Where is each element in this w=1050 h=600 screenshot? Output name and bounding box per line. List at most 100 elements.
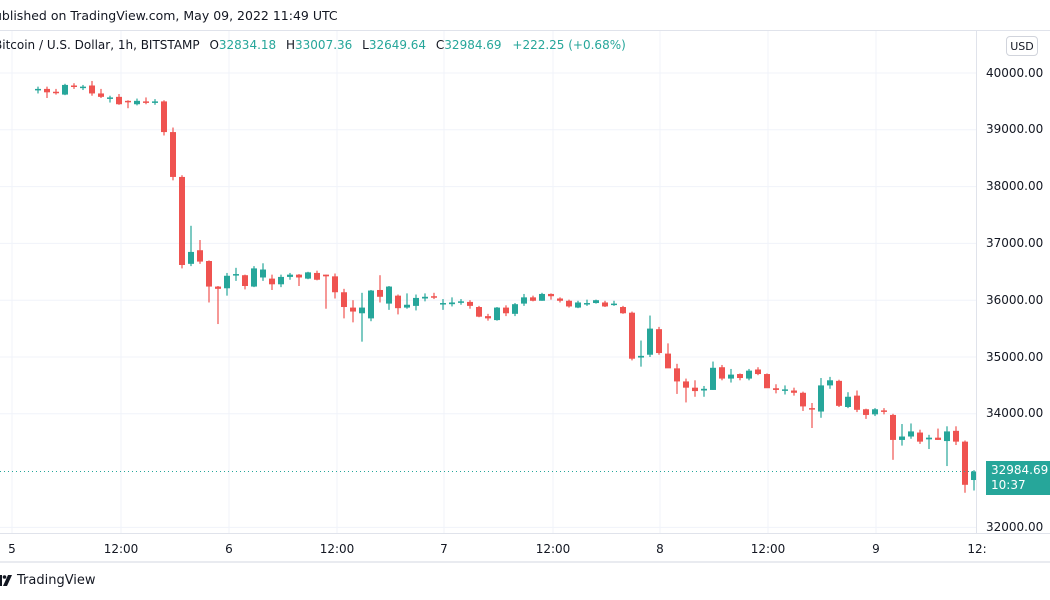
candle-body xyxy=(962,441,968,485)
candle-body xyxy=(296,274,302,278)
candle-body xyxy=(179,176,185,265)
candle-body xyxy=(674,368,680,382)
price-label: 36000.00 xyxy=(986,293,1044,307)
candle-body xyxy=(818,385,824,412)
candle-body xyxy=(809,408,815,410)
candle-body xyxy=(944,431,950,442)
open-label: O xyxy=(209,38,219,52)
bar-countdown: 10:37 xyxy=(991,478,1026,492)
candle-body xyxy=(728,374,734,379)
candle-body xyxy=(827,380,833,386)
price-axis[interactable]: 40000.00 39000.00 38000.00 37000.00 3600… xyxy=(977,31,1050,534)
candle-body xyxy=(458,301,464,303)
candle-body xyxy=(854,395,860,410)
candle-body xyxy=(755,369,761,375)
candle-body xyxy=(242,275,248,286)
candle-body xyxy=(233,274,239,276)
current-price-tag: 32984.69 10:37 xyxy=(986,461,1050,495)
symbol-description[interactable]: Bitcoin / U.S. Dollar, 1h, BITSTAMP xyxy=(0,38,200,52)
published-caption: ublished on TradingView.com, May 09, 202… xyxy=(0,8,338,23)
candle-body xyxy=(836,380,842,406)
candle-body xyxy=(53,91,59,94)
candle-body xyxy=(188,251,194,264)
time-label: 9 xyxy=(872,542,880,556)
candle-body xyxy=(305,272,311,279)
candle-body xyxy=(503,307,509,314)
tradingview-logo-icon xyxy=(0,574,12,586)
chart-plot-area[interactable] xyxy=(0,31,977,533)
brand-name: TradingView xyxy=(17,572,96,588)
candle-body xyxy=(170,132,176,177)
price-label: 34000.00 xyxy=(986,406,1044,420)
candle-body xyxy=(665,353,671,369)
candle-body xyxy=(440,303,446,305)
candle-body xyxy=(116,96,122,105)
candle-body xyxy=(71,85,77,87)
candle-body xyxy=(512,304,518,314)
high-value: 33007.36 xyxy=(295,38,353,52)
candle-body xyxy=(746,370,752,379)
currency-button[interactable]: USD xyxy=(1006,36,1038,56)
candle-body xyxy=(971,471,977,481)
candle-body xyxy=(368,290,374,319)
candle-body xyxy=(863,409,869,415)
candle-body xyxy=(791,390,797,393)
candle-body xyxy=(80,86,86,89)
candle-body xyxy=(620,307,626,314)
candle-body xyxy=(404,304,410,308)
candle-body xyxy=(143,101,149,103)
candle-body xyxy=(62,84,68,95)
candle-body xyxy=(710,367,716,390)
candle-body xyxy=(638,355,644,358)
candle-body xyxy=(215,286,221,289)
time-axis[interactable]: 5 12:00 6 12:00 7 12:00 8 12:00 9 12: xyxy=(0,533,1050,562)
candle-body xyxy=(764,374,770,389)
candle-body xyxy=(557,298,563,301)
candle-body xyxy=(899,436,905,440)
candle-body xyxy=(494,307,500,321)
time-label: 5 xyxy=(8,542,16,556)
candle-body xyxy=(647,328,653,355)
candle-body xyxy=(197,250,203,262)
tradingview-brand[interactable]: TradingView xyxy=(0,570,96,590)
candle-body xyxy=(629,312,635,359)
candle-body xyxy=(737,374,743,379)
price-label: 35000.00 xyxy=(986,350,1044,364)
price-label: 40000.00 xyxy=(986,66,1044,80)
candle-body xyxy=(386,286,392,304)
candle-body xyxy=(413,297,419,306)
candle-body xyxy=(269,278,275,285)
candle-body xyxy=(611,303,617,306)
candle-body xyxy=(134,100,140,105)
high-label: H xyxy=(286,38,296,52)
price-label: 39000.00 xyxy=(986,122,1044,136)
candle-body xyxy=(917,432,923,442)
change-value: +222.25 (+0.68%) xyxy=(512,38,626,52)
series-legend: Bitcoin / U.S. Dollar, 1h, BITSTAMP O328… xyxy=(0,31,626,59)
low-value: 32649.64 xyxy=(368,38,427,52)
time-label: 8 xyxy=(656,542,664,556)
candle-body xyxy=(251,268,257,287)
price-label: 38000.00 xyxy=(986,179,1044,193)
candle-body xyxy=(206,261,212,287)
candle-body xyxy=(566,300,572,307)
candle-body xyxy=(260,269,266,278)
candlestick-chart xyxy=(0,31,977,533)
candle-body xyxy=(908,431,914,437)
candle-body xyxy=(332,276,338,293)
candle-body xyxy=(584,303,590,305)
candle-body xyxy=(890,414,896,440)
candle-body xyxy=(467,301,473,306)
time-label: 7 xyxy=(440,542,448,556)
candle-body xyxy=(719,367,725,379)
price-label: 32000.00 xyxy=(986,520,1044,534)
candle-body xyxy=(926,437,932,440)
candle-body xyxy=(845,396,851,407)
candle-body xyxy=(539,293,545,301)
candle-body xyxy=(575,302,581,308)
candle-body xyxy=(656,329,662,354)
candle-body xyxy=(125,100,131,103)
candle-body xyxy=(395,295,401,309)
candle-body xyxy=(881,410,887,412)
candle-body xyxy=(323,274,329,277)
